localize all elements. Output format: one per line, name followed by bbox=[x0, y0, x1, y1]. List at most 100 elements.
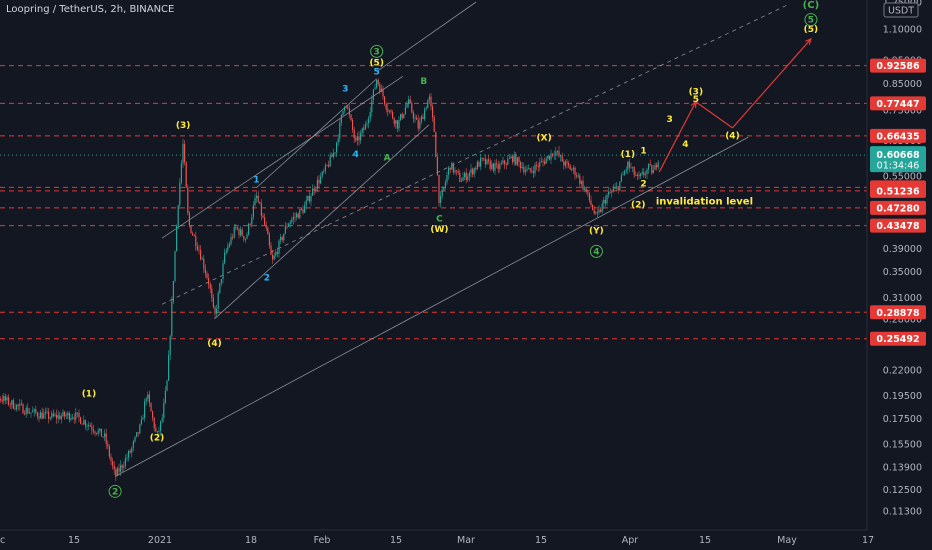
candle-body-119 bbox=[158, 430, 160, 432]
candle-body-141 bbox=[193, 234, 195, 237]
candle-25 bbox=[8, 394, 10, 407]
candle-body-144 bbox=[198, 249, 200, 251]
candle-body-140 bbox=[192, 233, 194, 235]
candle-body-316 bbox=[473, 168, 475, 175]
candle-body-227 bbox=[331, 155, 333, 157]
candle-192 bbox=[275, 249, 277, 258]
candle-body-58 bbox=[60, 416, 63, 420]
candle-body-31 bbox=[17, 404, 19, 406]
candle-86 bbox=[105, 428, 107, 449]
candle-body-382 bbox=[579, 175, 581, 184]
candle-body-247 bbox=[363, 128, 365, 130]
candle-body-281 bbox=[417, 119, 419, 129]
candle-body-353 bbox=[532, 171, 535, 174]
candle-body-91 bbox=[113, 465, 115, 470]
candle-274 bbox=[406, 100, 408, 109]
candle-285 bbox=[424, 106, 426, 122]
candle-body-219 bbox=[318, 179, 320, 184]
candle-238 bbox=[348, 104, 351, 119]
candle-243 bbox=[356, 132, 359, 146]
candle-91 bbox=[113, 461, 115, 475]
candle-418 bbox=[636, 172, 639, 181]
candle-79 bbox=[94, 430, 96, 437]
candle-54 bbox=[54, 412, 56, 417]
time-axis-ticks[interactable]: Dec 15 2021 18 Feb 15 Mar 15 Apr 15 May 17 bbox=[0, 535, 874, 546]
candle-body-143 bbox=[196, 246, 199, 250]
candle-101 bbox=[129, 448, 131, 454]
candle-359 bbox=[542, 158, 544, 167]
candle-425 bbox=[648, 163, 650, 174]
candle-116 bbox=[153, 416, 155, 432]
candle-183 bbox=[260, 199, 263, 221]
circled-label-3: 5 bbox=[808, 16, 814, 26]
price-axis-background[interactable] bbox=[867, 0, 932, 550]
price-tick-8: 0.39000 bbox=[883, 244, 922, 255]
candle-94 bbox=[118, 463, 120, 476]
candle-body-362 bbox=[547, 155, 549, 159]
candle-body-21 bbox=[1, 399, 3, 402]
candle-body-340 bbox=[512, 156, 514, 163]
candle-body-392 bbox=[595, 212, 597, 214]
candle-body-222 bbox=[323, 171, 325, 172]
candle-74 bbox=[86, 423, 88, 432]
candle-body-186 bbox=[265, 224, 267, 228]
candle-body-24 bbox=[6, 397, 8, 401]
candle-body-296 bbox=[441, 190, 443, 196]
candle-45 bbox=[40, 409, 42, 419]
candle-424 bbox=[646, 167, 648, 179]
wave-label-4: (5) bbox=[369, 58, 384, 68]
candle-112 bbox=[147, 391, 149, 402]
candle-body-321 bbox=[481, 157, 483, 159]
candles bbox=[0, 78, 659, 482]
candle-body-359 bbox=[542, 160, 544, 162]
candle-body-208 bbox=[300, 209, 303, 210]
candle-body-248 bbox=[364, 124, 367, 130]
candle-body-134 bbox=[182, 143, 184, 164]
candle-body-270 bbox=[400, 114, 402, 120]
candle-159 bbox=[222, 260, 224, 284]
candle-96 bbox=[121, 464, 123, 473]
candle-246 bbox=[361, 127, 363, 136]
candle-body-262 bbox=[387, 109, 389, 112]
candle-411 bbox=[625, 166, 627, 174]
candle-body-379 bbox=[574, 167, 576, 176]
candle-body-190 bbox=[272, 254, 274, 260]
candle-219 bbox=[318, 175, 320, 189]
price-tick-9: 0.35000 bbox=[883, 267, 922, 278]
candle-body-244 bbox=[358, 136, 360, 141]
candle-body-161 bbox=[225, 250, 227, 253]
candle-body-410 bbox=[624, 171, 626, 175]
candle-body-328 bbox=[492, 163, 495, 171]
candle-body-352 bbox=[531, 170, 533, 172]
candle-354 bbox=[534, 162, 536, 177]
candle-body-149 bbox=[206, 273, 208, 279]
candle-378 bbox=[572, 164, 575, 175]
time-tick-2: 2021 bbox=[148, 535, 172, 546]
candle-body-164 bbox=[230, 237, 232, 245]
candle-body-163 bbox=[228, 244, 231, 247]
wave-label-13: 3 bbox=[667, 115, 673, 125]
wave-label-15: 5 bbox=[693, 95, 699, 105]
candle-46 bbox=[41, 407, 43, 420]
projection-segment-2 bbox=[732, 38, 812, 129]
candle-body-51 bbox=[49, 417, 51, 419]
candle-body-205 bbox=[296, 213, 298, 218]
candle-body-426 bbox=[649, 164, 651, 166]
candle-body-356 bbox=[537, 165, 539, 167]
candle-body-230 bbox=[336, 142, 338, 153]
currency-badge[interactable]: USDT bbox=[883, 2, 919, 18]
candle-208 bbox=[300, 207, 303, 211]
candle-body-55 bbox=[56, 414, 58, 419]
candle-body-132 bbox=[179, 182, 181, 206]
candle-263 bbox=[388, 109, 391, 114]
candle-body-194 bbox=[278, 240, 280, 254]
candle-335 bbox=[504, 159, 506, 169]
candle-127 bbox=[171, 296, 173, 338]
candle-body-146 bbox=[201, 258, 203, 260]
candle-364 bbox=[550, 149, 552, 164]
candle-body-182 bbox=[259, 201, 261, 204]
candle-body-319 bbox=[478, 161, 480, 167]
candle-315 bbox=[472, 167, 474, 178]
candle-38 bbox=[28, 408, 31, 414]
